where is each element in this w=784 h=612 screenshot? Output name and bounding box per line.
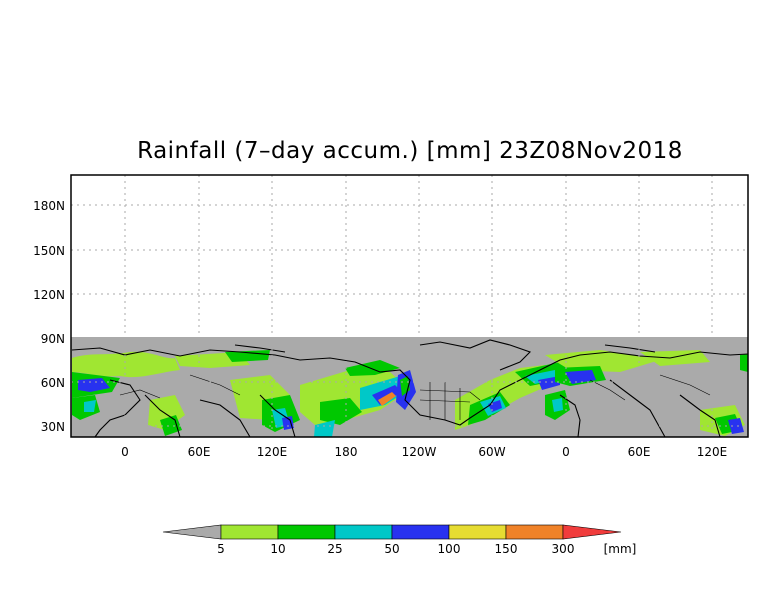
grid-lines — [71, 175, 748, 437]
colorbar-labels: 5 10 25 50 100 150 300 [mm] — [217, 542, 636, 556]
colorbar-tick-label: 300 — [552, 542, 575, 556]
colorbar-segment — [505, 524, 564, 540]
lat-label: 60N — [41, 376, 65, 390]
colorbar-tick-label: 50 — [384, 542, 399, 556]
rainfall-patches — [72, 350, 748, 437]
colorbar — [162, 524, 622, 540]
lon-label: 120W — [402, 445, 437, 459]
colorbar-tick-label: 10 — [270, 542, 285, 556]
colorbar-tick-label: 150 — [495, 542, 518, 556]
colorbar-tick-label: 5 — [217, 542, 225, 556]
lat-label: 30N — [41, 420, 65, 434]
lon-label: 60E — [628, 445, 651, 459]
political-borders — [119, 374, 711, 420]
lon-label: 0 — [121, 445, 129, 459]
map-title: Rainfall (7–day accum.) [mm] 23Z08Nov201… — [137, 138, 683, 164]
lon-label: 180 — [335, 445, 358, 459]
colorbar-segment — [448, 524, 507, 540]
colorbar-high-triangle — [562, 524, 622, 540]
colorbar-segment — [334, 524, 393, 540]
colorbar-low-triangle — [162, 524, 222, 540]
lon-label: 120E — [257, 445, 288, 459]
latitude-labels: 180N 150N 120N 90N 60N 30N — [33, 199, 65, 434]
colorbar-segment — [391, 524, 450, 540]
lat-label: 150N — [33, 244, 65, 258]
longitude-labels: 0 60E 120E 180 120W 60W 0 60E 120E — [121, 445, 727, 459]
lon-label: 60E — [188, 445, 211, 459]
colorbar-unit: [mm] — [604, 542, 637, 556]
lat-label: 120N — [33, 288, 65, 302]
colorbar-tick-label: 25 — [327, 542, 342, 556]
lat-label: 180N — [33, 199, 65, 213]
colorbar-segment — [220, 524, 279, 540]
lon-label: 120E — [697, 445, 728, 459]
lon-label: 60W — [478, 445, 505, 459]
lat-label: 90N — [41, 332, 65, 346]
lon-label: 0 — [562, 445, 570, 459]
coastlines — [71, 339, 749, 438]
colorbar-tick-label: 100 — [438, 542, 461, 556]
map-frame — [70, 174, 749, 438]
colorbar-segment — [277, 524, 336, 540]
